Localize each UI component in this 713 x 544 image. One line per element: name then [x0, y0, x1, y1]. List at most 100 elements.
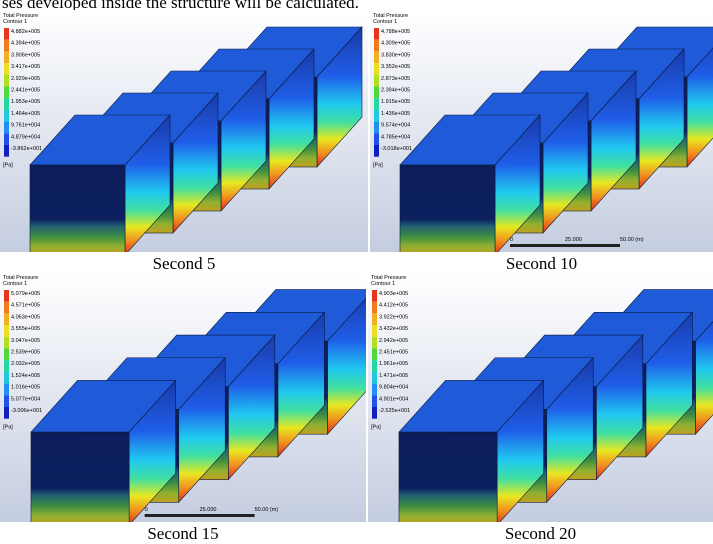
- legend-swatch: [372, 290, 377, 302]
- legend-swatch: [4, 395, 9, 407]
- logo: A: [704, 275, 713, 289]
- legend-label: 3.555e+005: [11, 326, 40, 332]
- legend-swatch: [4, 384, 9, 396]
- legend-swatch: [4, 133, 9, 145]
- legend-unit: [Pa]: [3, 425, 13, 431]
- legend-label: 1.471e+005: [379, 373, 408, 379]
- box-front: [31, 432, 129, 522]
- legend-swatch: [4, 407, 9, 419]
- legend-swatch: [372, 384, 377, 396]
- caption: Second 10: [370, 254, 713, 274]
- legend-label: -2.525e+001: [379, 408, 410, 414]
- legend-label: 1.464e+005: [11, 111, 40, 117]
- legend-label: 4.412e+005: [379, 303, 408, 309]
- legend-label: 4.879e+004: [11, 134, 40, 140]
- legend-swatch: [4, 145, 9, 157]
- legend-label: 4.309e+005: [381, 41, 410, 47]
- legend-subtitle: Contour 1: [3, 19, 27, 25]
- legend-label: 3.047e+005: [11, 338, 40, 344]
- logo: A: [704, 13, 713, 27]
- legend-swatch: [372, 325, 377, 337]
- legend-label: 4.063e+005: [11, 314, 40, 320]
- legend-label: 4.785e+004: [381, 134, 410, 140]
- scale-label: 0: [145, 507, 148, 513]
- legend-label: -3.006e+001: [11, 408, 42, 414]
- legend-swatch: [372, 360, 377, 372]
- legend-swatch: [4, 87, 9, 99]
- scale-label: 50.00 (m): [620, 237, 644, 243]
- legend-swatch: [374, 51, 379, 63]
- legend-swatch: [4, 63, 9, 75]
- legend-label: 4.903e+005: [379, 291, 408, 297]
- legend-label: 4.901e+004: [379, 396, 408, 402]
- legend-label: 1.524e+005: [11, 373, 40, 379]
- legend-label: 2.942e+005: [379, 338, 408, 344]
- logo: A: [359, 13, 368, 27]
- legend-label: 2.539e+005: [11, 350, 40, 356]
- legend-swatch: [4, 40, 9, 52]
- scale-label: 0: [510, 237, 513, 243]
- legend-label: 2.451e+005: [379, 350, 408, 356]
- legend-label: 4.571e+005: [11, 303, 40, 309]
- legend-label: 1.961e+005: [379, 361, 408, 367]
- scale-label: 50.00 (m): [255, 507, 279, 513]
- legend-swatch: [374, 145, 379, 157]
- legend-label: 5.079e+005: [11, 291, 40, 297]
- legend-swatch: [4, 313, 9, 325]
- legend-swatch: [4, 28, 9, 40]
- legend-subtitle: Contour 1: [3, 281, 27, 287]
- legend-swatch: [4, 325, 9, 337]
- legend-label: 5.077e+004: [11, 396, 40, 402]
- scale-bar: [145, 514, 255, 517]
- legend-swatch: [4, 122, 9, 134]
- legend-label: -3.018e+001: [381, 146, 412, 152]
- legend-swatch: [4, 302, 9, 314]
- legend-label: -3.862e+001: [11, 146, 42, 152]
- legend-swatch: [4, 372, 9, 384]
- legend-swatch: [4, 349, 9, 361]
- legend-swatch: [374, 28, 379, 40]
- legend-swatch: [374, 98, 379, 110]
- legend-unit: [Pa]: [371, 425, 381, 431]
- legend-swatch: [374, 87, 379, 99]
- legend-label: 9.574e+004: [381, 123, 410, 129]
- box-front: [400, 165, 495, 252]
- scale-label: 25.000: [200, 507, 217, 513]
- legend-swatch: [4, 110, 9, 122]
- figure-panel: Total PressureContour 14.882e+0054.394e+…: [0, 10, 368, 252]
- logo: A: [357, 275, 366, 289]
- legend-swatch: [374, 75, 379, 87]
- legend-swatch: [374, 122, 379, 134]
- legend-label: 3.352e+005: [381, 64, 410, 70]
- legend-label: 3.906e+005: [11, 52, 40, 58]
- legend-label: 2.873e+005: [381, 76, 410, 82]
- legend-swatch: [374, 133, 379, 145]
- legend-label: 2.032e+005: [11, 361, 40, 367]
- legend-label: 2.394e+005: [381, 88, 410, 94]
- legend-label: 4.394e+005: [11, 41, 40, 47]
- legend-swatch: [4, 360, 9, 372]
- legend-swatch: [374, 40, 379, 52]
- legend-label: 3.417e+005: [11, 64, 40, 70]
- legend-swatch: [372, 337, 377, 349]
- legend-label: 4.882e+005: [11, 29, 40, 35]
- legend-label: 3.830e+005: [381, 52, 410, 58]
- scale-label: 25.000: [565, 237, 582, 243]
- box-front: [399, 432, 497, 522]
- legend-swatch: [372, 372, 377, 384]
- legend-unit: [Pa]: [3, 163, 13, 169]
- legend-label: 1.953e+005: [11, 99, 40, 105]
- legend-unit: [Pa]: [373, 163, 383, 169]
- legend-swatch: [4, 290, 9, 302]
- legend-subtitle: Contour 1: [373, 19, 397, 25]
- legend-swatch: [372, 407, 377, 419]
- legend-swatch: [372, 349, 377, 361]
- legend-label: 2.441e+005: [11, 88, 40, 94]
- legend-label: 2.929e+005: [11, 76, 40, 82]
- legend-swatch: [372, 395, 377, 407]
- legend-label: 3.922e+005: [379, 314, 408, 320]
